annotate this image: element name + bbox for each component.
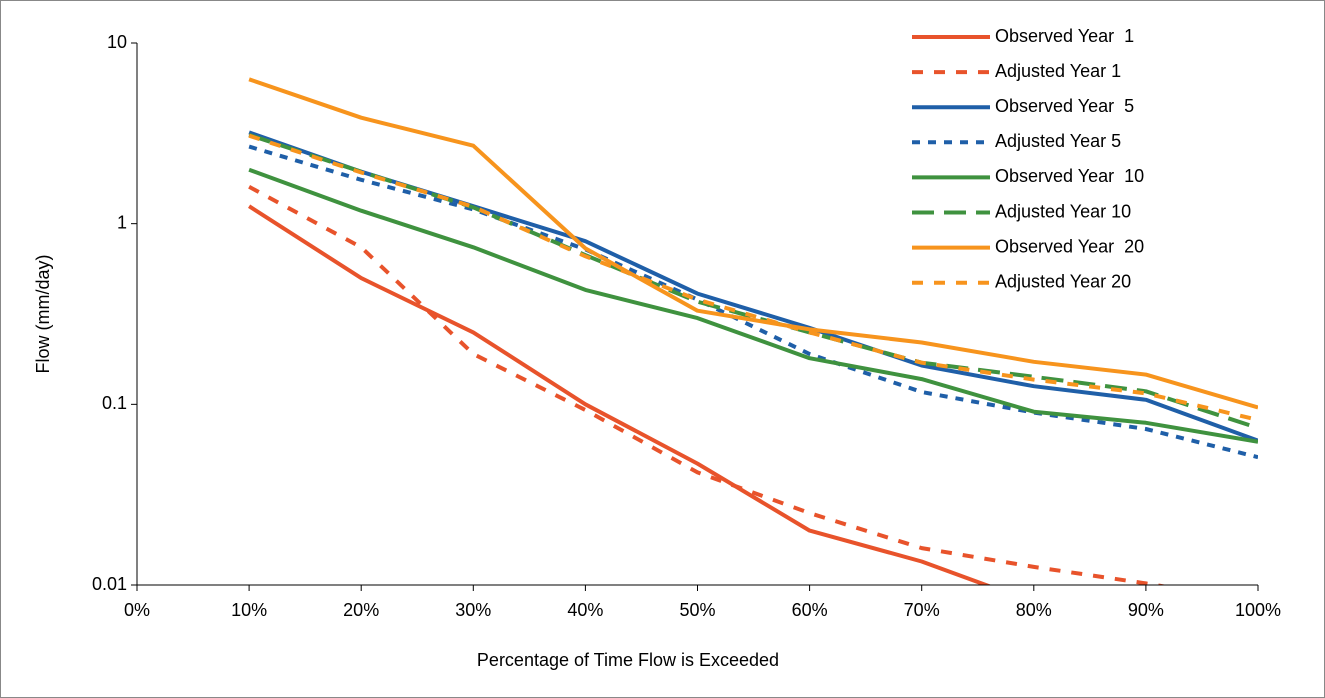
- series-line: [248, 77, 1258, 410]
- legend-label: Observed Year 20: [995, 236, 1144, 256]
- series-line: [248, 185, 1168, 585]
- x-tick-label: 0%: [124, 600, 150, 620]
- legend-label: Adjusted Year 1: [995, 61, 1121, 81]
- series-line: [248, 204, 992, 585]
- x-tick-label: 80%: [1016, 600, 1052, 620]
- x-tick-label: 40%: [567, 600, 603, 620]
- x-tick-label: 60%: [792, 600, 828, 620]
- x-axis-title: Percentage of Time Flow is Exceeded: [477, 650, 779, 670]
- series-line: [248, 133, 1258, 422]
- x-tick-label: 10%: [231, 600, 267, 620]
- x-tick-label: 70%: [904, 600, 940, 620]
- x-tick-label: 20%: [343, 600, 379, 620]
- x-tick-label: 90%: [1128, 600, 1164, 620]
- x-tick-label: 30%: [455, 600, 491, 620]
- y-tick-label: 0.01: [92, 574, 127, 594]
- x-tick-label: 50%: [679, 600, 715, 620]
- legend-label: Adjusted Year 10: [995, 201, 1131, 221]
- x-tick-label: 100%: [1235, 600, 1281, 620]
- legend-label: Adjusted Year 20: [995, 271, 1131, 291]
- series-line: [248, 167, 1258, 444]
- y-tick-label: 0.1: [102, 393, 127, 413]
- plot-area: [248, 77, 1258, 585]
- legend-label: Observed Year 1: [995, 26, 1134, 46]
- legend-label: Adjusted Year 5: [995, 131, 1121, 151]
- y-tick-label: 1: [117, 212, 127, 232]
- y-axis-title: Flow (mm/day): [33, 254, 53, 373]
- y-tick-label: 10: [107, 32, 127, 52]
- legend-label: Observed Year 5: [995, 96, 1134, 116]
- legend-label: Observed Year 10: [995, 166, 1144, 186]
